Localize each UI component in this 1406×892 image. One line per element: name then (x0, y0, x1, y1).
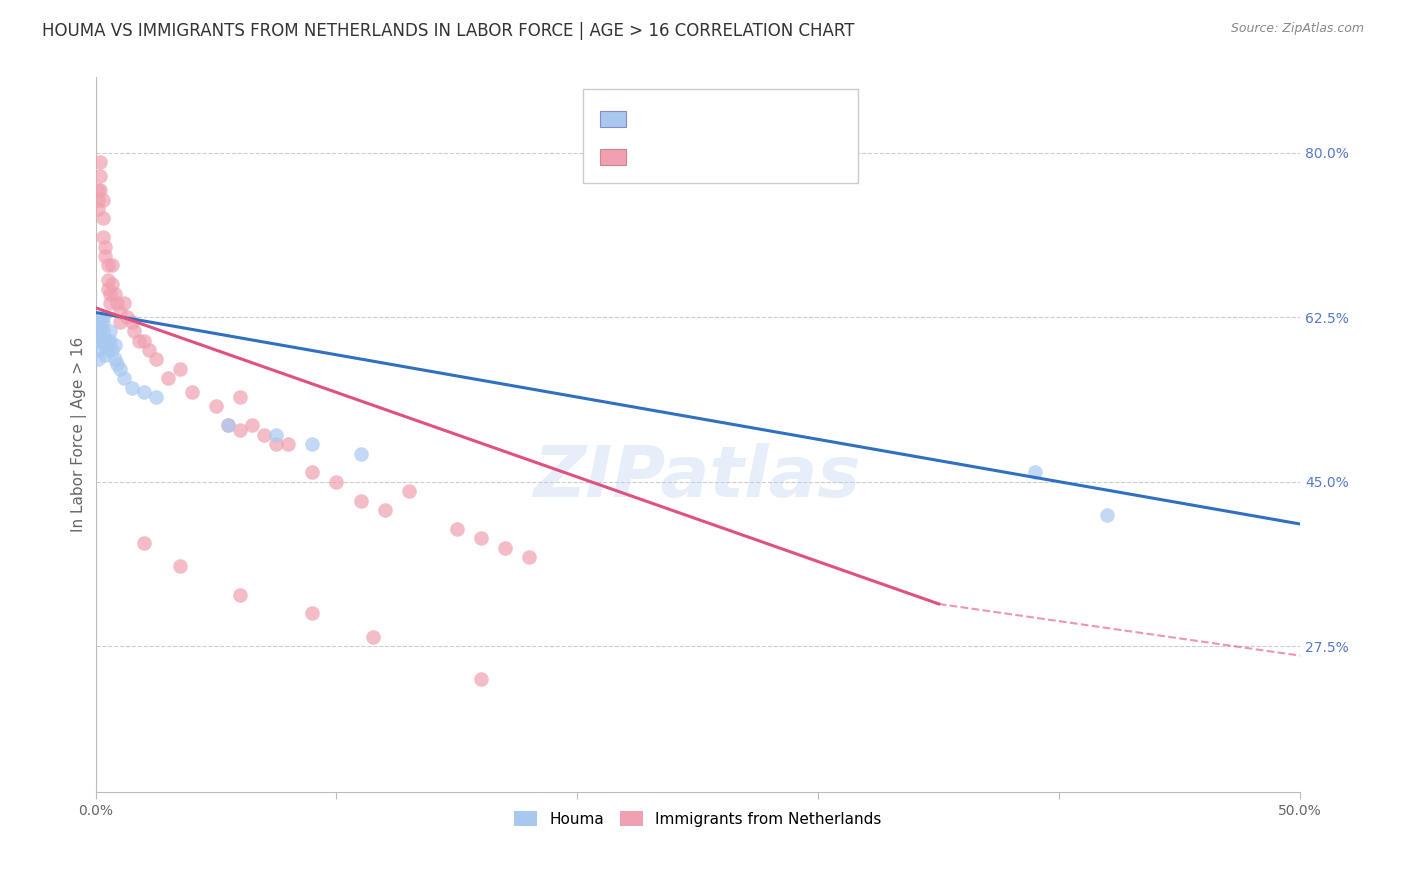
Point (217, 418, 239, 433)
Point (138, 343, 160, 357)
Point (470, 672, 492, 686)
Point (205, 400, 228, 414)
Point (1024, 465, 1046, 479)
Point (264, 437, 287, 451)
Point (128, 334, 150, 348)
Point (98, 334, 121, 348)
Point (97, 272, 120, 286)
Point (156, 371, 179, 385)
Point (89, 183, 111, 197)
Point (89, 169, 111, 183)
Point (121, 381, 143, 395)
Point (349, 493, 371, 508)
Point (132, 334, 155, 348)
Point (91, 315, 114, 329)
Point (91, 230, 114, 244)
Point (264, 427, 287, 442)
Point (361, 630, 384, 644)
Point (132, 536, 155, 550)
Point (169, 559, 191, 574)
Point (91, 310, 114, 325)
Point (145, 352, 167, 367)
Point (253, 427, 276, 442)
Point (101, 259, 124, 273)
Point (122, 324, 145, 338)
Point (374, 503, 396, 517)
Point (229, 390, 252, 404)
Point (104, 286, 127, 301)
Point (301, 437, 323, 451)
Point (87, 334, 110, 348)
Point (301, 607, 323, 621)
Point (105, 296, 128, 310)
Legend: Houma, Immigrants from Netherlands: Houma, Immigrants from Netherlands (506, 803, 889, 834)
Text: Source: ZipAtlas.com: Source: ZipAtlas.com (1230, 22, 1364, 36)
Point (104, 352, 127, 367)
Point (121, 315, 143, 329)
Point (87, 202, 110, 216)
Point (98, 286, 121, 301)
Point (91, 324, 114, 338)
Point (108, 305, 131, 319)
Point (301, 465, 323, 479)
Y-axis label: In Labor Force | Age > 16: In Labor Force | Age > 16 (72, 337, 87, 533)
Point (114, 371, 136, 385)
Point (1097, 508, 1119, 522)
Point (89, 319, 111, 334)
Point (97, 259, 120, 273)
Point (94, 348, 117, 362)
Point (91, 334, 114, 348)
Point (87, 352, 110, 367)
Text: R = -0.539: R = -0.539 (637, 112, 711, 126)
Point (87, 183, 110, 197)
Point (240, 418, 263, 433)
Point (114, 296, 136, 310)
Text: R = -0.380: R = -0.380 (637, 150, 711, 163)
Point (91, 211, 114, 226)
Point (229, 588, 252, 602)
Point (229, 423, 252, 437)
Point (91, 193, 114, 207)
Point (446, 522, 468, 536)
Text: N = 50: N = 50 (759, 150, 811, 163)
Point (494, 541, 516, 555)
Point (89, 155, 111, 169)
Point (98, 324, 121, 338)
Point (115, 310, 138, 325)
Text: N =  31: N = 31 (759, 112, 817, 126)
Point (217, 418, 239, 433)
Point (108, 362, 131, 376)
Point (97, 282, 120, 296)
Point (97, 334, 120, 348)
Point (169, 362, 191, 376)
Point (101, 277, 124, 292)
Point (97, 343, 120, 357)
Point (87, 193, 110, 207)
Point (132, 385, 155, 400)
Text: HOUMA VS IMMIGRANTS FROM NETHERLANDS IN LABOR FORCE | AGE > 16 CORRELATION CHART: HOUMA VS IMMIGRANTS FROM NETHERLANDS IN … (42, 22, 855, 40)
Point (89, 329, 111, 343)
Point (145, 390, 167, 404)
Point (105, 357, 128, 371)
Text: ZIPatlas: ZIPatlas (534, 443, 862, 512)
Point (349, 446, 371, 460)
Point (104, 338, 127, 352)
Point (517, 549, 540, 564)
Point (325, 475, 347, 489)
Point (277, 437, 299, 451)
Point (89, 315, 111, 329)
Point (470, 531, 492, 545)
Point (94, 338, 117, 352)
Point (94, 249, 117, 263)
Point (181, 385, 204, 400)
Point (398, 484, 420, 499)
Point (101, 343, 124, 357)
Point (94, 240, 117, 254)
Point (87, 343, 110, 357)
Point (108, 315, 131, 329)
Point (98, 296, 121, 310)
